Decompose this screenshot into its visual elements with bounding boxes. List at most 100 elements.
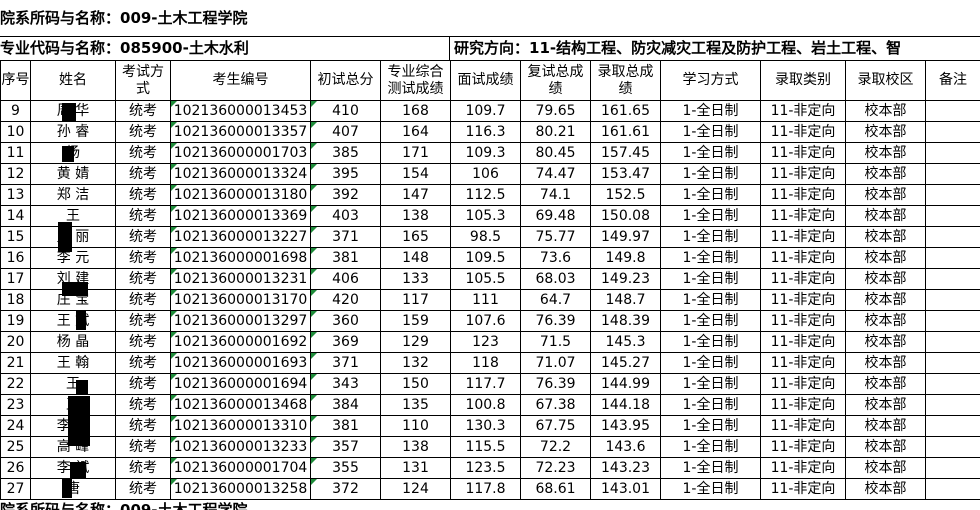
table-cell: 校本部 [845, 352, 926, 374]
table-cell: 11-非定向 [760, 415, 846, 437]
table-cell: 102136000001704 [170, 457, 311, 479]
table-cell: 统考 [115, 226, 171, 248]
column-header: 初试总分 [310, 60, 381, 101]
empty-cell [925, 373, 980, 395]
table-cell: 1-全日制 [660, 352, 761, 374]
table-cell: 123.5 [450, 457, 521, 479]
table-cell: 153.47 [590, 163, 661, 185]
table-cell: 67.38 [520, 394, 591, 416]
table-cell: 76.39 [520, 373, 591, 395]
table-cell: 147 [380, 184, 451, 206]
redaction [58, 222, 72, 252]
table-cell: 143.95 [590, 415, 661, 437]
table-cell: 102136000001693 [170, 352, 311, 374]
table-cell: 392 [310, 184, 381, 206]
table-row: 13 郑 洁统考 102136000013180 392 147 112.5 74.1 152… [0, 184, 980, 206]
table-cell: 王 [30, 205, 116, 227]
table-cell: 26 [0, 457, 31, 479]
table-row: 17 刘 建统考 102136000013231 406 133 105.5 68.03 14… [0, 268, 980, 290]
table-cell: 117 [380, 289, 451, 311]
table-cell: 102136000013180 [170, 184, 311, 206]
table-cell: 11-非定向 [760, 331, 846, 353]
table-row: 18 庄 宝统考 102136000013170 420 117 111 64.7 148.7… [0, 289, 980, 311]
column-header: 备注 [925, 60, 980, 101]
table-cell: 371 [310, 226, 381, 248]
table-cell: 143.6 [590, 436, 661, 458]
table-cell: 11-非定向 [760, 310, 846, 332]
table-cell: 24 [0, 415, 31, 437]
table-cell: 102136000013297 [170, 310, 311, 332]
table-cell: 150.08 [590, 205, 661, 227]
table-cell: 109.3 [450, 142, 521, 164]
table-cell: 11-非定向 [760, 352, 846, 374]
table-cell: 1-全日制 [660, 457, 761, 479]
table-cell: 102136000013233 [170, 436, 311, 458]
table-cell: 64.7 [520, 289, 591, 311]
table-cell: 355 [310, 457, 381, 479]
table-cell: 149.23 [590, 268, 661, 290]
table-cell: 唐 [30, 478, 116, 500]
table-row: 21 王 翰统考 102136000001693 371 132 118 71.07 145.… [0, 352, 980, 374]
table-cell: 102136000013258 [170, 478, 311, 500]
table-cell: 统考 [115, 478, 171, 500]
table-cell: 130.3 [450, 415, 521, 437]
table-cell: 149.97 [590, 226, 661, 248]
table-cell: 11-非定向 [760, 121, 846, 143]
table-cell: 68.03 [520, 268, 591, 290]
table-cell: 102136000013227 [170, 226, 311, 248]
table-cell: 148 [380, 247, 451, 269]
score-table: 序号 姓名 考试方式 考生编号 初试总分 专业综合测试成绩 面试成绩 复试总成绩 录取总成绩 学习… [0, 60, 980, 500]
table-cell: 123 [450, 331, 521, 353]
table-cell: 76.39 [520, 310, 591, 332]
table-row: 22 王统考 102136000001694 343 150 117.7 76.39 144.… [0, 373, 980, 395]
table-cell: 统考 [115, 184, 171, 206]
table-cell: 1-全日制 [660, 247, 761, 269]
table-cell: 1-全日制 [660, 184, 761, 206]
table-cell: 171 [380, 142, 451, 164]
table-cell: 统考 [115, 310, 171, 332]
empty-cell [925, 436, 980, 458]
table-cell: 102136000013170 [170, 289, 311, 311]
redaction [76, 310, 86, 330]
table-cell: 1-全日制 [660, 205, 761, 227]
table-cell: 79.65 [520, 100, 591, 122]
table-cell: 孙 睿 [30, 121, 116, 143]
empty-cell [925, 100, 980, 122]
table-cell: 407 [310, 121, 381, 143]
table-cell: 王 翰 [30, 352, 116, 374]
table-row: 25 高 峰统考 102136000013233 357 138 115.5 72.2 143… [0, 436, 980, 458]
table-cell: 73.6 [520, 247, 591, 269]
table-cell: 1-全日制 [660, 394, 761, 416]
table-cell: 145.3 [590, 331, 661, 353]
table-cell: 统考 [115, 268, 171, 290]
redaction [68, 396, 90, 446]
table-cell: 117.7 [450, 373, 521, 395]
table-cell: 20 [0, 331, 31, 353]
table-cell: 校本部 [845, 478, 926, 500]
table-cell: 135 [380, 394, 451, 416]
table-cell: 72.2 [520, 436, 591, 458]
table-cell: 黄 婧 [30, 163, 116, 185]
major-title: 专业代码与名称：085900-土木水利 [0, 37, 450, 60]
table-cell: 102136000013231 [170, 268, 311, 290]
redaction [76, 380, 88, 394]
table-cell: 112.5 [450, 184, 521, 206]
table-cell: 校本部 [845, 226, 926, 248]
table-cell: 109.7 [450, 100, 521, 122]
table-cell: 11-非定向 [760, 100, 846, 122]
table-cell: 161.61 [590, 121, 661, 143]
table-cell: 148.39 [590, 310, 661, 332]
table-cell: 校本部 [845, 100, 926, 122]
table-cell: 102136000001703 [170, 142, 311, 164]
table-cell: 152.5 [590, 184, 661, 206]
table-cell: 校本部 [845, 436, 926, 458]
table-cell: 11-非定向 [760, 394, 846, 416]
table-cell: 157.45 [590, 142, 661, 164]
table-cell: 144.18 [590, 394, 661, 416]
table-cell: 校本部 [845, 268, 926, 290]
table-cell: 159 [380, 310, 451, 332]
table-cell: 11-非定向 [760, 142, 846, 164]
table-cell: 67.75 [520, 415, 591, 437]
table-cell: 13 [0, 184, 31, 206]
table-row: 26李 斌统考102136000001704355131123.572.2314… [0, 457, 980, 479]
